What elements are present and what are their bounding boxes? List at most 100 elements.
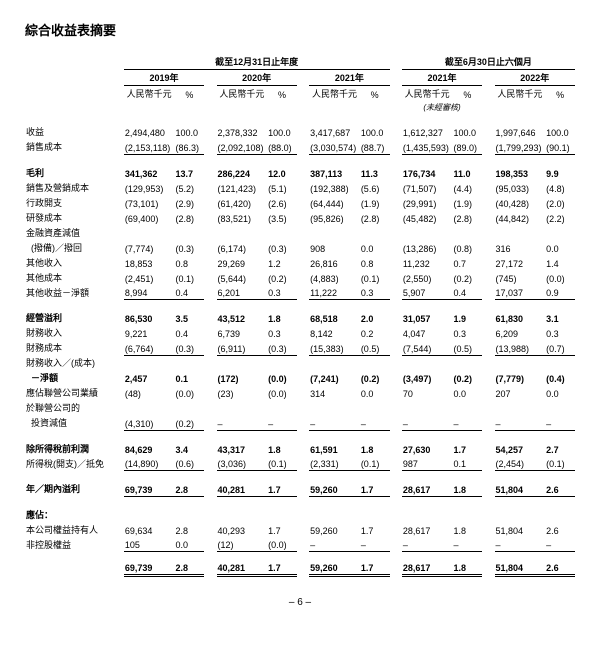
- cell-pct: 0.2: [360, 325, 390, 340]
- cell-value: 17,037: [495, 285, 546, 300]
- cell-value: (83,521): [217, 210, 268, 225]
- cell-pct: –: [360, 415, 390, 430]
- cell-pct: 0.8: [175, 255, 205, 270]
- cell-value: 9,221: [124, 325, 175, 340]
- cell-value: (3,030,574): [309, 139, 360, 154]
- cell-label: 銷售及營銷成本: [25, 180, 124, 195]
- cell-pct: (2.9): [175, 195, 205, 210]
- col-2019: 2019年: [124, 70, 204, 86]
- cell-pct: (0.0): [267, 537, 297, 552]
- cell-value: 43,512: [217, 310, 268, 325]
- cell-label: (撥備)／撥回: [25, 240, 124, 255]
- cell-value: 68,518: [309, 310, 360, 325]
- cell-pct: (0.3): [175, 340, 205, 355]
- cell-pct: –: [453, 537, 483, 552]
- cell-value: –: [495, 537, 546, 552]
- cell-pct: 0.3: [545, 325, 575, 340]
- cell-pct: (0.3): [175, 240, 205, 255]
- cell-pct: 0.0: [545, 240, 575, 255]
- cell-value: (121,423): [217, 180, 268, 195]
- cell-value: 1,997,646: [495, 124, 546, 139]
- cell-pct: 100.0: [360, 124, 390, 139]
- cell-value: (3,036): [217, 456, 268, 471]
- cell-pct: 11.3: [360, 165, 390, 180]
- cell-value: 18,853: [124, 255, 175, 270]
- cell-value: (2,092,108): [217, 139, 268, 154]
- cell-value: –: [217, 415, 268, 430]
- cell-value: (48): [124, 385, 175, 400]
- cell-pct: (2.6): [267, 195, 297, 210]
- row-gross: 毛利341,36213.7286,22412.0387,11311.3176,7…: [25, 165, 575, 180]
- cell-value: 2,378,332: [217, 124, 268, 139]
- cell-pct: (0.1): [545, 456, 575, 471]
- cell-value: 29,269: [217, 255, 268, 270]
- cell-value: (3,497): [402, 370, 453, 385]
- cell-pct: (90.1): [545, 139, 575, 154]
- cell-value: 59,260: [309, 522, 360, 537]
- cell-value: (7,241): [309, 370, 360, 385]
- cell-value: 286,224: [217, 165, 268, 180]
- pct-label: %: [453, 86, 483, 102]
- income-statement-table: 截至12月31日止年度 截至6月30日止六個月 2019年 2020年 2021…: [25, 54, 575, 577]
- cell-label: 金融資產減值: [25, 225, 124, 240]
- cell-value: 54,257: [495, 441, 546, 456]
- cell-pct: –: [360, 537, 390, 552]
- cell-pct: (3.5): [267, 210, 297, 225]
- cell-value: 387,113: [309, 165, 360, 180]
- cell-pct: 2.7: [545, 441, 575, 456]
- cell-value: –: [402, 537, 453, 552]
- cell-label: 財務收入／(成本): [25, 355, 124, 370]
- cell-value: 31,057: [402, 310, 453, 325]
- cell-pct: 1.7: [267, 481, 297, 496]
- cell-pct: 2.8: [175, 481, 205, 496]
- cell-label: 收益: [25, 124, 124, 139]
- cell-pct: (0.3): [267, 340, 297, 355]
- cell-label: 本公司權益持有人: [25, 522, 124, 537]
- row-othernet: 其他收益－淨額8,9940.46,2010.311,2220.35,9070.4…: [25, 285, 575, 300]
- cell-value: 86,530: [124, 310, 175, 325]
- cell-value: (6,764): [124, 340, 175, 355]
- cell-value: (4,883): [309, 270, 360, 285]
- cell-value: (95,033): [495, 180, 546, 195]
- cell-pct: 100.0: [545, 124, 575, 139]
- cell-value: 6,739: [217, 325, 268, 340]
- cell-pct: 3.1: [545, 310, 575, 325]
- cell-value: (7,774): [124, 240, 175, 255]
- cell-value: 2,457: [124, 370, 175, 385]
- cell-value: (7,544): [402, 340, 453, 355]
- cell-value: (7,779): [495, 370, 546, 385]
- cell-pct: (0.0): [175, 385, 205, 400]
- cell-pct: 0.7: [453, 255, 483, 270]
- cell-value: 84,629: [124, 441, 175, 456]
- header-note-row: (未經審核): [25, 101, 575, 114]
- cell-value: (2,331): [309, 456, 360, 471]
- cell-value: 59,260: [309, 562, 360, 576]
- cell-value: (4,310): [124, 415, 175, 430]
- cell-pct: 0.0: [175, 537, 205, 552]
- cell-pct: (0.2): [453, 270, 483, 285]
- cell-pct: (0.1): [360, 270, 390, 285]
- cell-pct: (0.1): [360, 456, 390, 471]
- cell-value: 28,617: [402, 562, 453, 576]
- cell-label: 行政開支: [25, 195, 124, 210]
- cell-pct: 0.0: [360, 240, 390, 255]
- group1-header: 截至12月31日止年度: [124, 54, 390, 70]
- cell-label: 投資減值: [25, 415, 124, 430]
- cell-value: 198,353: [495, 165, 546, 180]
- col-2021: 2021年: [309, 70, 389, 86]
- row-cos: 銷售成本(2,153,118)(86.3)(2,092,108)(88.0)(3…: [25, 139, 575, 154]
- cell-label: 其他收益－淨額: [25, 285, 124, 300]
- cell-value: –: [309, 415, 360, 430]
- cell-pct: (0.8): [453, 240, 483, 255]
- unit-label: 人民幣千元: [124, 86, 175, 102]
- cell-value: 61,591: [309, 441, 360, 456]
- cell-pct: (88.0): [267, 139, 297, 154]
- cell-pct: 0.4: [175, 325, 205, 340]
- group2-header: 截至6月30日止六個月: [402, 54, 575, 70]
- cell-label: 於聯營公司的: [25, 400, 124, 415]
- cell-value: (29,991): [402, 195, 453, 210]
- cell-pct: (89.0): [453, 139, 483, 154]
- cell-pct: 3.5: [175, 310, 205, 325]
- cell-value: 69,634: [124, 522, 175, 537]
- cell-value: 8,142: [309, 325, 360, 340]
